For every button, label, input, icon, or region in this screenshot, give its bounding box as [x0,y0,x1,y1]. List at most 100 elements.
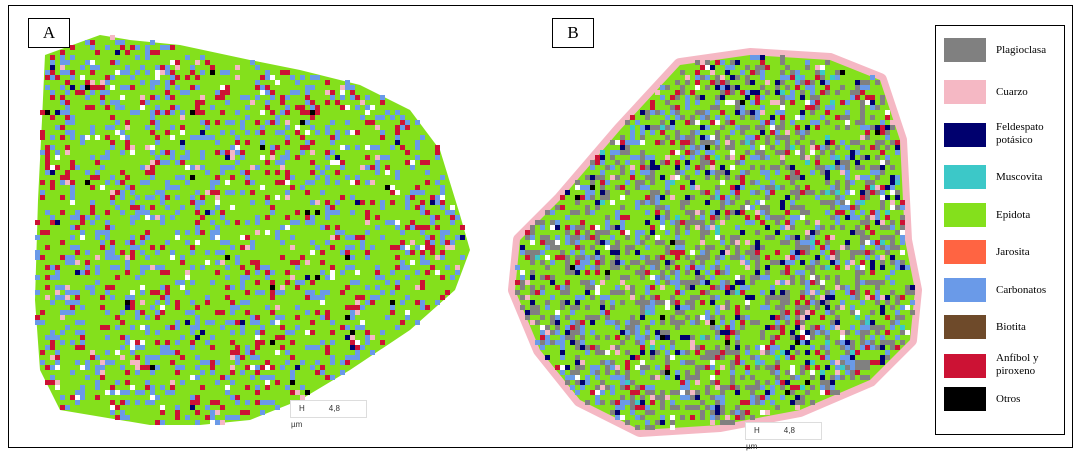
mineral-pixel [55,275,60,280]
mineral-pixel [705,175,710,180]
mineral-pixel [810,85,815,90]
mineral-pixel [830,325,835,330]
mineral-pixel [690,280,695,285]
mineral-pixel [330,95,335,100]
mineral-pixel [585,205,590,210]
mineral-pixel [670,315,675,320]
mineral-pixel [730,200,735,205]
mineral-pixel [665,210,670,215]
mineral-pixel [615,365,620,370]
mineral-pixel [850,290,855,295]
mineral-pixel [805,220,810,225]
mineral-pixel [195,420,200,425]
mineral-pixel [825,170,830,175]
mineral-pixel [895,175,900,180]
mineral-pixel [620,195,625,200]
mineral-pixel [55,270,60,275]
mineral-pixel [345,175,350,180]
mineral-pixel [740,130,745,135]
mineral-pixel [300,145,305,150]
mineral-pixel [350,90,355,95]
mineral-pixel [230,330,235,335]
mineral-pixel [195,230,200,235]
mineral-pixel [790,235,795,240]
mineral-pixel [700,220,705,225]
mineral-pixel [445,230,450,235]
mineral-pixel [685,105,690,110]
mineral-pixel [180,380,185,385]
mineral-pixel [380,330,385,335]
mineral-pixel [845,185,850,190]
mineral-pixel [255,220,260,225]
mineral-pixel [35,320,40,325]
mineral-pixel [860,320,865,325]
mineral-pixel [520,245,525,250]
mineral-pixel [260,330,265,335]
mineral-pixel [615,290,620,295]
mineral-pixel [335,200,340,205]
mineral-pixel [285,215,290,220]
mineral-pixel [100,230,105,235]
mineral-pixel [795,340,800,345]
mineral-pixel [860,325,865,330]
mineral-pixel [170,155,175,160]
mineral-pixel [250,60,255,65]
mineral-pixel [595,200,600,205]
mineral-pixel [275,320,280,325]
mineral-pixel [885,245,890,250]
mineral-pixel [90,60,95,65]
mineral-pixel [205,135,210,140]
mineral-pixel [835,265,840,270]
mineral-pixel [865,220,870,225]
mineral-pixel [800,95,805,100]
mineral-pixel [395,130,400,135]
mineral-pixel [310,345,315,350]
mineral-pixel [55,150,60,155]
mineral-pixel [225,165,230,170]
mineral-pixel [630,405,635,410]
mineral-pixel [85,365,90,370]
mineral-pixel [350,235,355,240]
mineral-pixel [790,220,795,225]
mineral-pixel [150,170,155,175]
mineral-pixel [715,145,720,150]
mineral-pixel [530,230,535,235]
mineral-pixel [880,140,885,145]
mineral-pixel [590,225,595,230]
mineral-pixel [695,405,700,410]
mineral-pixel [130,250,135,255]
mineral-pixel [630,295,635,300]
mineral-pixel [710,165,715,170]
mineral-pixel [720,330,725,335]
mineral-pixel [65,180,70,185]
mineral-pixel [730,185,735,190]
mineral-pixel [735,355,740,360]
mineral-pixel [695,350,700,355]
mineral-pixel [555,255,560,260]
mineral-pixel [795,310,800,315]
mineral-pixel [665,330,670,335]
mineral-pixel [300,105,305,110]
mineral-pixel [595,285,600,290]
mineral-pixel [365,220,370,225]
mineral-pixel [680,220,685,225]
mineral-pixel [445,265,450,270]
mineral-pixel [780,260,785,265]
mineral-pixel [745,240,750,245]
mineral-pixel [345,245,350,250]
mineral-pixel [650,340,655,345]
mineral-pixel [395,190,400,195]
mineral-pixel [710,160,715,165]
mineral-pixel [670,415,675,420]
mineral-pixel [645,115,650,120]
mineral-pixel [720,75,725,80]
mineral-pixel [140,100,145,105]
mineral-pixel [545,335,550,340]
mineral-pixel [130,300,135,305]
mineral-pixel [590,345,595,350]
mineral-pixel [265,270,270,275]
mineral-pixel [165,240,170,245]
mineral-pixel [770,385,775,390]
mineral-pixel [720,90,725,95]
mineral-pixel [395,265,400,270]
